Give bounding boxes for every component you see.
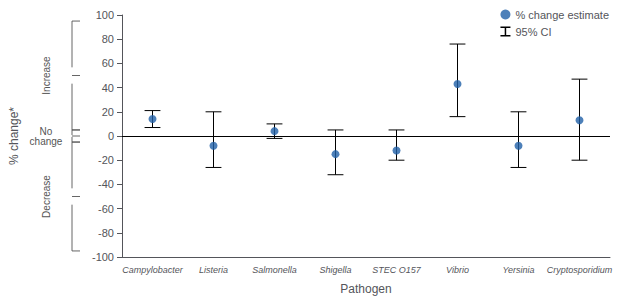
svg-text:Increase: Increase	[41, 56, 52, 95]
svg-text:change: change	[30, 136, 63, 147]
svg-text:Cryptosporidium: Cryptosporidium	[547, 265, 613, 275]
svg-text:95% CI: 95% CI	[515, 26, 551, 38]
svg-text:Listeria: Listeria	[199, 265, 228, 275]
svg-text:40: 40	[102, 82, 114, 94]
svg-text:Vibrio: Vibrio	[446, 265, 469, 275]
svg-text:Pathogen: Pathogen	[340, 282, 391, 296]
svg-text:Yersinia: Yersinia	[502, 265, 534, 275]
svg-text:Shigella: Shigella	[319, 265, 351, 275]
svg-text:60: 60	[102, 57, 114, 69]
svg-text:% change estimate: % change estimate	[515, 9, 609, 21]
svg-text:100: 100	[96, 9, 114, 21]
svg-text:No: No	[39, 125, 53, 137]
svg-text:0: 0	[108, 130, 114, 142]
svg-text:Salmonella: Salmonella	[252, 265, 297, 275]
svg-text:% change*: % change*	[7, 107, 21, 165]
svg-text:Decrease: Decrease	[41, 175, 52, 218]
svg-text:20: 20	[102, 106, 114, 118]
svg-text:Campylobacter: Campylobacter	[122, 265, 184, 275]
svg-text:STEC O157: STEC O157	[372, 265, 422, 275]
svg-text:-60: -60	[98, 203, 114, 215]
svg-text:-40: -40	[98, 178, 114, 190]
svg-text:-80: -80	[98, 227, 114, 239]
svg-text:80: 80	[102, 33, 114, 45]
svg-text:-100: -100	[92, 251, 114, 263]
svg-text:-20: -20	[98, 154, 114, 166]
